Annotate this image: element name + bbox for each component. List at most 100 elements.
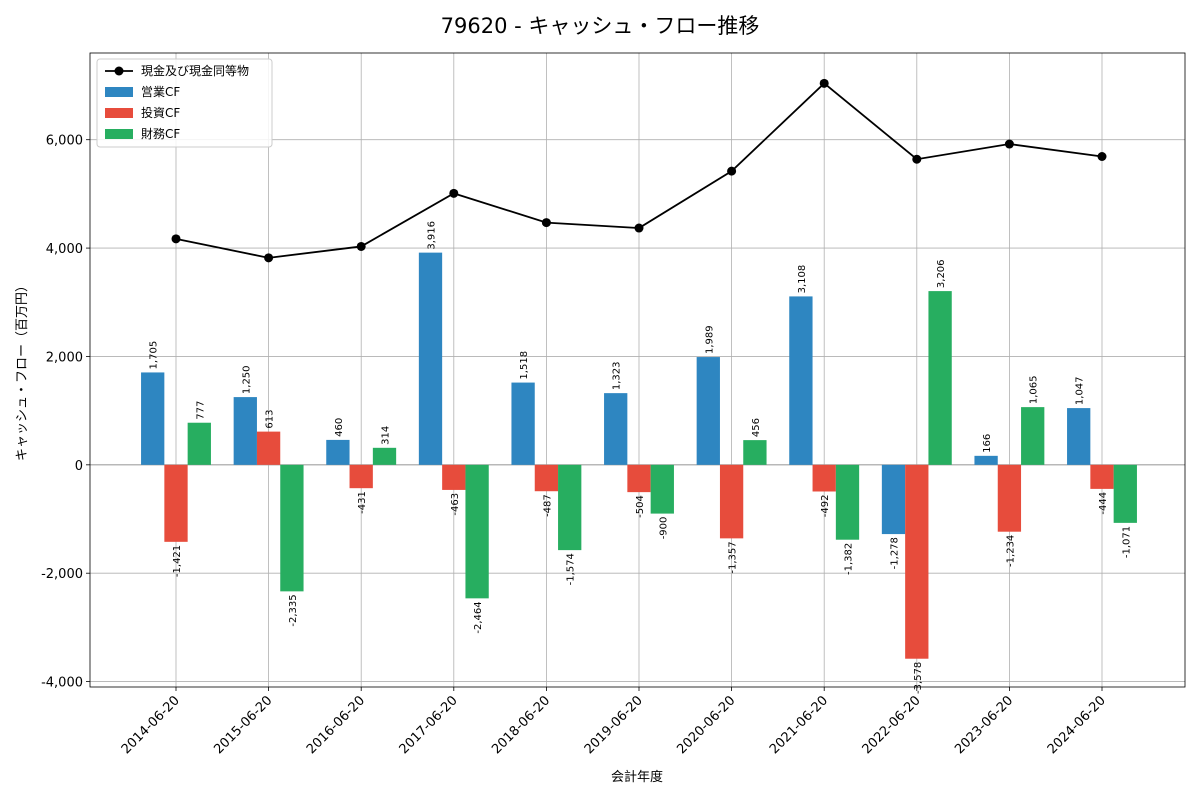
bar-投資CF	[164, 464, 188, 542]
y-tick-label: 0	[75, 459, 83, 474]
bar-value-label: -492	[820, 494, 831, 517]
bar-value-label: 1,705	[149, 341, 160, 370]
cash-point	[1097, 151, 1107, 161]
cash-point	[264, 253, 274, 263]
bar-value-label: -900	[658, 517, 669, 540]
bar-営業CF	[696, 357, 720, 465]
line-layer	[171, 78, 1107, 263]
bar-value-label: 166	[982, 434, 993, 453]
bar-value-label: 613	[265, 410, 276, 429]
bar-value-label: 3,206	[936, 259, 947, 288]
bar-value-label: -2,335	[288, 594, 299, 626]
bar-営業CF	[418, 252, 443, 465]
legend-marker	[114, 66, 124, 76]
grid-layer	[90, 53, 1185, 687]
bar-value-label: 460	[334, 418, 345, 437]
bar-labels-layer: 1,705 1,250 460 3,916 1,518 1,323 1,989 3,108 -1…	[149, 221, 1133, 694]
bar-value-label: -1,357	[728, 541, 739, 573]
bar-営業CF	[974, 455, 998, 465]
legend-bar-swatch	[105, 129, 133, 139]
bar-value-label: -1,421	[172, 545, 183, 577]
x-tick-label: 2020-06-20	[674, 693, 738, 757]
cash-point	[912, 154, 922, 164]
plot-frame	[89, 52, 1186, 688]
bar-財務CF	[650, 464, 674, 514]
bar-投資CF	[905, 464, 929, 659]
y-tick-label: -4,000	[41, 676, 83, 691]
x-tick-label: 2016-06-20	[304, 693, 368, 757]
y-tick-label: 4,000	[46, 242, 83, 257]
cash-point	[356, 241, 366, 251]
bar-value-label: -1,278	[890, 537, 901, 569]
legend-bar-swatch	[105, 108, 133, 118]
bar-value-label: -1,382	[844, 543, 855, 575]
legend-label: 財務CF	[141, 126, 180, 141]
x-tick-label: 2015-06-20	[211, 693, 275, 757]
bar-value-label: -2,464	[473, 601, 484, 633]
x-axis-label: 会計年度	[611, 769, 663, 785]
cash-point	[449, 188, 459, 198]
bar-投資CF	[812, 464, 836, 492]
x-tick-label: 2023-06-20	[952, 693, 1016, 757]
bar-value-label: 3,108	[797, 265, 808, 294]
y-tick-label: 6,000	[46, 134, 83, 149]
bar-value-label: 314	[381, 426, 392, 445]
bar-営業CF	[881, 464, 906, 535]
bar-value-label: -1,574	[566, 553, 577, 585]
legend-bar-swatch	[105, 87, 133, 97]
cash-point	[171, 234, 181, 244]
x-tick-label: 2014-06-20	[119, 693, 183, 757]
y-axis-label: キャッシュ・フロー（百万円）	[15, 279, 30, 461]
bar-value-label: -3,578	[913, 662, 924, 694]
y-axis: -4,000 -2,000 0 2,000 4,000 6,000	[41, 134, 90, 691]
y-tick-label: 2,000	[46, 350, 83, 365]
cash-point	[727, 166, 737, 176]
bar-投資CF	[442, 464, 466, 490]
bar-投資CF	[349, 464, 373, 489]
bar-財務CF	[835, 464, 860, 540]
bar-投資CF	[719, 464, 744, 539]
bar-営業CF	[326, 439, 350, 465]
bar-営業CF	[789, 296, 813, 465]
bar-営業CF	[233, 397, 257, 465]
cash-point	[1004, 139, 1014, 149]
x-tick-label: 2021-06-20	[767, 693, 831, 757]
legend-box	[96, 58, 273, 148]
bar-value-label: 1,250	[241, 365, 252, 394]
bar-財務CF	[280, 464, 304, 592]
bar-財務CF	[465, 464, 489, 599]
bar-投資CF	[627, 464, 651, 493]
bar-財務CF	[928, 291, 952, 465]
bar-value-label: 1,047	[1075, 376, 1086, 405]
x-axis: 2014-06-20 2015-06-20 2016-06-20 2017-06-20…	[119, 687, 1109, 757]
x-tick-label: 2017-06-20	[397, 693, 461, 757]
bar-営業CF	[141, 372, 165, 465]
bar-value-label: 456	[751, 418, 762, 437]
bar-投資CF	[1090, 464, 1114, 489]
legend-label: 営業CF	[141, 85, 180, 99]
y-tick-label: -2,000	[41, 567, 83, 582]
bar-value-label: -1,071	[1121, 526, 1132, 558]
bar-value-label: 1,323	[612, 361, 623, 390]
cash-point	[634, 223, 644, 233]
bar-財務CF	[187, 422, 211, 465]
bar-value-label: -504	[635, 495, 646, 518]
bar-営業CF	[511, 382, 535, 465]
bar-財務CF	[372, 447, 397, 465]
chart-title: 79620 - キャッシュ・フロー推移	[441, 14, 760, 38]
bar-value-label: -487	[542, 494, 553, 517]
bar-営業CF	[604, 393, 628, 465]
legend-label: 現金及び現金同等物	[141, 63, 249, 78]
bar-value-label: -444	[1098, 492, 1109, 515]
legend-label: 投資CF	[141, 105, 180, 120]
bars-layer	[141, 252, 1137, 659]
bar-財務CF	[1113, 464, 1137, 523]
bar-value-label: 1,518	[519, 351, 530, 380]
cash-point	[541, 218, 551, 228]
bar-value-label: 3,916	[427, 221, 438, 250]
bar-value-label: 1,065	[1029, 375, 1040, 404]
cash-point	[819, 78, 829, 88]
bar-財務CF	[743, 440, 767, 465]
